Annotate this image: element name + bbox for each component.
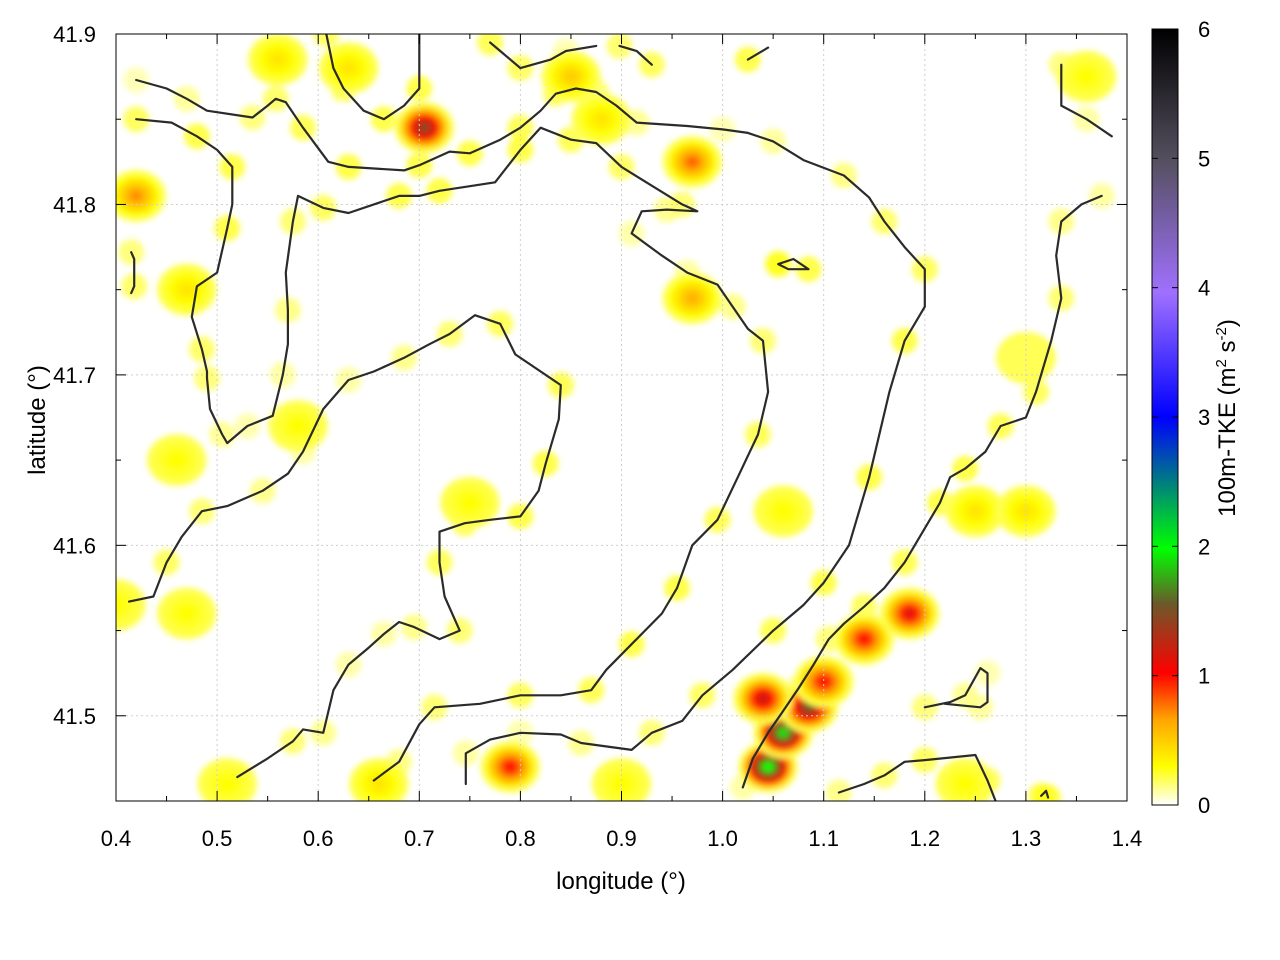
contour-line — [128, 314, 562, 779]
colorbar-tick-label: 4 — [1198, 276, 1210, 301]
tke-hotspot — [1020, 352, 1032, 363]
x-tick-labels: 0.4 0.5 0.6 0.7 0.8 0.9 1.0 1.1 1.2 1.3 1.4 — [101, 826, 1143, 851]
colorbar-tick-label: 6 — [1198, 17, 1210, 42]
contour-line — [746, 46, 770, 61]
contour-line — [489, 41, 522, 70]
contour-line — [325, 34, 421, 121]
tke-hotspot — [777, 506, 789, 517]
x-tick-label: 1.3 — [1011, 826, 1042, 851]
x-tick-label: 1.0 — [707, 826, 738, 851]
contour-line — [135, 118, 770, 782]
tke-hotspot — [777, 727, 789, 738]
tke-hotspot — [762, 762, 774, 772]
colorbar-ticks: 0 1 2 3 4 5 6 — [1152, 17, 1210, 818]
tke-hotspot — [686, 156, 698, 167]
tke-hotspot — [342, 63, 355, 73]
tke-hotspot — [373, 779, 385, 789]
y-tick-label: 41.7 — [53, 363, 96, 388]
tke-hotspot — [504, 762, 516, 772]
tke-hotspot — [686, 293, 698, 304]
tke-hotspot — [292, 421, 304, 431]
tke-hotspot — [0, 72, 30, 99]
x-tick-label: 0.9 — [606, 826, 637, 851]
contour-line — [1040, 789, 1050, 799]
x-tick-label: 0.7 — [404, 826, 435, 851]
tke-hotspot — [1080, 71, 1093, 82]
tke-cell — [1035, 784, 1062, 801]
tke-hotspot — [904, 608, 916, 619]
x-tick-label: 1.4 — [1112, 826, 1143, 851]
colorbar-tick-label: 3 — [1198, 405, 1210, 430]
tke-cell — [825, 779, 852, 801]
axis-ticks — [115, 33, 1128, 802]
x-tick-label: 0.8 — [505, 826, 536, 851]
tke-hotspot — [130, 191, 142, 201]
contour-line — [618, 44, 653, 66]
tke-hotspot — [181, 284, 193, 295]
tke-cell — [477, 34, 504, 56]
tke-hotspot — [418, 122, 430, 133]
tke-hotspot — [818, 676, 830, 687]
tke-hotspot — [615, 779, 628, 789]
colorbar-tick-label: 5 — [1198, 146, 1210, 171]
colorbar-label: 100m-TKE (m2 s-2) — [1213, 319, 1241, 517]
tke-hotspot — [0, 59, 45, 111]
tke-hotspot — [221, 779, 233, 789]
contour-line — [837, 753, 997, 801]
tke-hotspot — [858, 634, 870, 644]
y-tick-labels: 41.5 41.6 41.7 41.8 41.9 — [53, 22, 96, 729]
colorbar-tick-label: 2 — [1198, 534, 1210, 559]
contour-line — [135, 78, 926, 786]
tke-hotspot — [969, 506, 981, 517]
tke-hotspot — [181, 608, 193, 619]
tke-hotspot — [4, 76, 25, 94]
x-tick-label: 0.4 — [101, 826, 132, 851]
terrain-contours — [128, 34, 1113, 801]
tke-hotspot — [0, 68, 35, 103]
tke-hotspot — [0, 63, 40, 106]
contour-line — [1060, 63, 1113, 138]
tke-hotspot — [1020, 506, 1032, 517]
tke-hotspot — [959, 779, 971, 789]
x-tick-label: 1.2 — [910, 826, 941, 851]
tke-hotspot — [116, 600, 122, 610]
contour-line — [923, 667, 989, 709]
tke-hotspot — [272, 54, 284, 65]
colorbar-tick-label: 0 — [1198, 793, 1210, 818]
tke-hotspot — [171, 455, 183, 465]
tke-cell — [313, 34, 340, 47]
tke-hotspot — [9, 80, 20, 90]
y-axis-label: latitude (°) — [24, 365, 51, 475]
x-tick-label: 1.1 — [808, 826, 839, 851]
contour-line — [130, 251, 136, 295]
y-tick-label: 41.5 — [53, 704, 96, 729]
contour-line — [777, 257, 810, 271]
tke-hotspot — [757, 693, 769, 704]
y-tick-label: 41.8 — [53, 192, 96, 217]
tke-hotspot — [595, 114, 607, 125]
x-tick-label: 0.5 — [202, 826, 233, 851]
x-tick-label: 0.6 — [303, 826, 334, 851]
colorbar-tick-label: 1 — [1198, 664, 1210, 689]
tke-hotspot — [464, 497, 476, 508]
tke-hotspot — [565, 71, 577, 82]
x-axis-label: longitude (°) — [556, 868, 686, 895]
contour-line — [741, 194, 1103, 789]
y-tick-label: 41.6 — [53, 533, 96, 558]
contour-line — [519, 44, 598, 70]
y-tick-label: 41.9 — [53, 22, 96, 47]
